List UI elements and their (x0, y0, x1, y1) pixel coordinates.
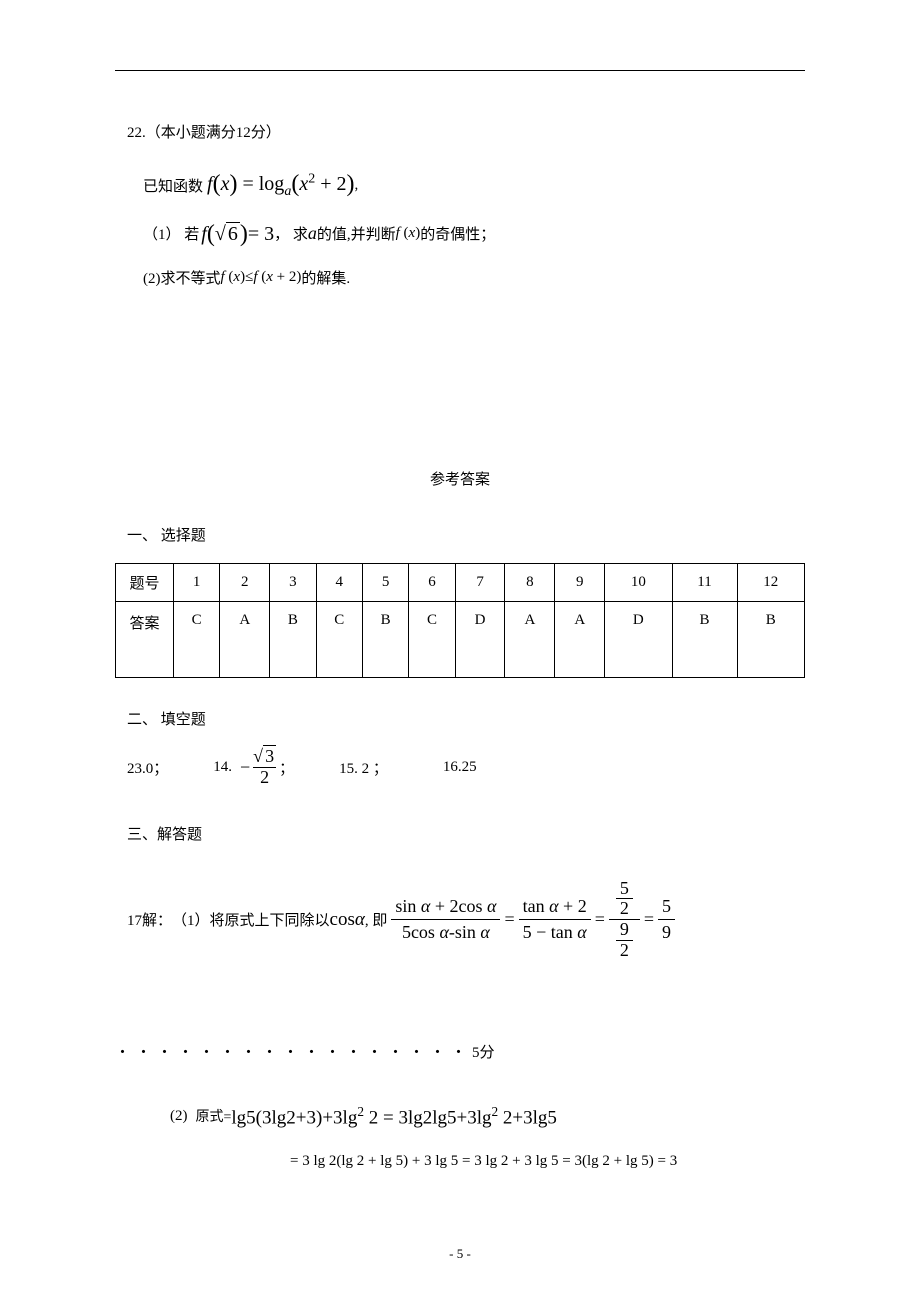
subsec-3: 三、解答题 (115, 823, 805, 844)
fill-14-suffix: ； (279, 757, 294, 778)
col-3: 3 (270, 564, 316, 602)
q17-frac4: 5 9 (658, 894, 675, 945)
answers-title: 参考答案 (115, 468, 805, 489)
q22-p1-var: a (308, 223, 317, 244)
q22-title: 22.（本小题满分12分） (115, 121, 805, 142)
q17-p2-line1: lg5(3lg2+3)+3lg2 2 = 3lg2lg5+3lg2 2+3lg5 (231, 1104, 557, 1129)
page-number: - 5 - (0, 1246, 920, 1262)
q17-part2-line2: = 3 lg 2(lg 2 + lg 5) + 3 lg 5 = 3 lg 2 … (115, 1153, 805, 1170)
fill-14-label: 14. (213, 759, 232, 776)
subsec-1: 一、 选择题 (115, 524, 805, 545)
q22-p1-fx: f (x) (396, 225, 421, 242)
fill-14-frac: 3 2 (253, 747, 276, 788)
col-11: 11 (672, 564, 737, 602)
header-divider (115, 70, 805, 71)
q22-p2-prefix: (2)求不等式 (143, 267, 221, 288)
col-4: 4 (316, 564, 362, 602)
q22-p1-mid: ， 求 (274, 223, 308, 244)
ans-1: C (174, 602, 220, 678)
q17-label: 17解： (127, 909, 172, 930)
ans-2: A (220, 602, 270, 678)
q22-p2-rel: ≤ (245, 269, 253, 286)
dots: ・・・・・・・・・・・・・・・・・ (115, 1045, 472, 1061)
comma: , (354, 177, 358, 194)
dots-suffix: 5分 (472, 1045, 495, 1061)
table-header-row: 题号 1 2 3 4 5 6 7 8 9 10 11 12 (116, 564, 805, 602)
col-8: 8 (505, 564, 555, 602)
q17-p2-label: (2) (170, 1108, 188, 1125)
q17-part2-line1: (2) 原式= lg5(3lg2+3)+3lg2 2 = 3lg2lg5+3lg… (115, 1104, 805, 1129)
q17-p1-mid: , 即 (365, 909, 388, 930)
ans-8: A (505, 602, 555, 678)
col-9: 9 (555, 564, 605, 602)
col-7: 7 (455, 564, 505, 602)
q17-p1-prefix: （1）将原式上下同除以 (172, 909, 330, 930)
ans-10: D (605, 602, 672, 678)
col-10: 10 (605, 564, 672, 602)
q22-stem-formula: f(x) = loga(x2 + 2) (207, 170, 354, 200)
ans-7: D (455, 602, 505, 678)
q22-p1-formula: f(6)= 3 (201, 220, 274, 247)
header-label: 题号 (116, 564, 174, 602)
answers-table: 题号 1 2 3 4 5 6 7 8 9 10 11 12 答案 C A B C… (115, 563, 805, 678)
q22-p1-mid2: 的值,并判断 (317, 223, 396, 244)
ans-4: C (316, 602, 362, 678)
answer-label: 答案 (116, 602, 174, 678)
col-12: 12 (737, 564, 804, 602)
q22-p2-left: f (x) (221, 269, 246, 286)
eq2: = (595, 909, 605, 930)
eq3: = (644, 909, 654, 930)
ans-6: C (409, 602, 455, 678)
q22-part1: （1） 若 f(6)= 3 ， 求 a 的值,并判断 f (x) 的奇偶性； (115, 220, 805, 247)
fill-16: 16.25 (443, 759, 477, 776)
fill-15: 15. 2 ； (339, 757, 388, 778)
q17-frac2: tan α + 2 5 − tan α (519, 894, 591, 945)
subsec-2: 二、 填空题 (115, 708, 805, 729)
fill-blank-line: 23.0； 14. − 3 2 ； 15. 2 ； 16.25 (115, 747, 805, 788)
col-6: 6 (409, 564, 455, 602)
q22-part2: (2)求不等式 f (x) ≤ f (x + 2) 的解集. (115, 267, 805, 288)
q22-p2-right: f (x + 2) (253, 269, 301, 286)
col-5: 5 (362, 564, 408, 602)
q17-cos: cosα (330, 909, 365, 931)
q22-p1-prefix: （1） 若 (143, 223, 199, 244)
score-dots: ・・・・・・・・・・・・・・・・・5分 (115, 1041, 805, 1062)
q22-stem: 已知函数 f(x) = loga(x2 + 2) , (115, 170, 805, 200)
q22-stem-prefix: 已知函数 (143, 175, 203, 196)
ans-11: B (672, 602, 737, 678)
q17-frac3: 52 92 (609, 879, 640, 961)
ans-5: B (362, 602, 408, 678)
col-1: 1 (174, 564, 220, 602)
eq1: = (504, 909, 514, 930)
fill-14-neg: − (240, 757, 250, 778)
ans-9: A (555, 602, 605, 678)
table-answer-row: 答案 C A B C B C D A A D B B (116, 602, 805, 678)
ans-3: B (270, 602, 316, 678)
ans-12: B (737, 602, 804, 678)
fill-13: 23.0； (127, 757, 168, 778)
col-2: 2 (220, 564, 270, 602)
q22-p2-suffix: 的解集. (301, 267, 350, 288)
q22-p1-suffix: 的奇偶性； (420, 223, 495, 244)
q17-part1: 17解： （1）将原式上下同除以 cosα , 即 sin α + 2cos α… (115, 879, 805, 961)
q17-p2-prefix: 原式= (196, 1106, 232, 1126)
q17-frac1: sin α + 2cos α 5cos α-sin α (391, 894, 500, 945)
